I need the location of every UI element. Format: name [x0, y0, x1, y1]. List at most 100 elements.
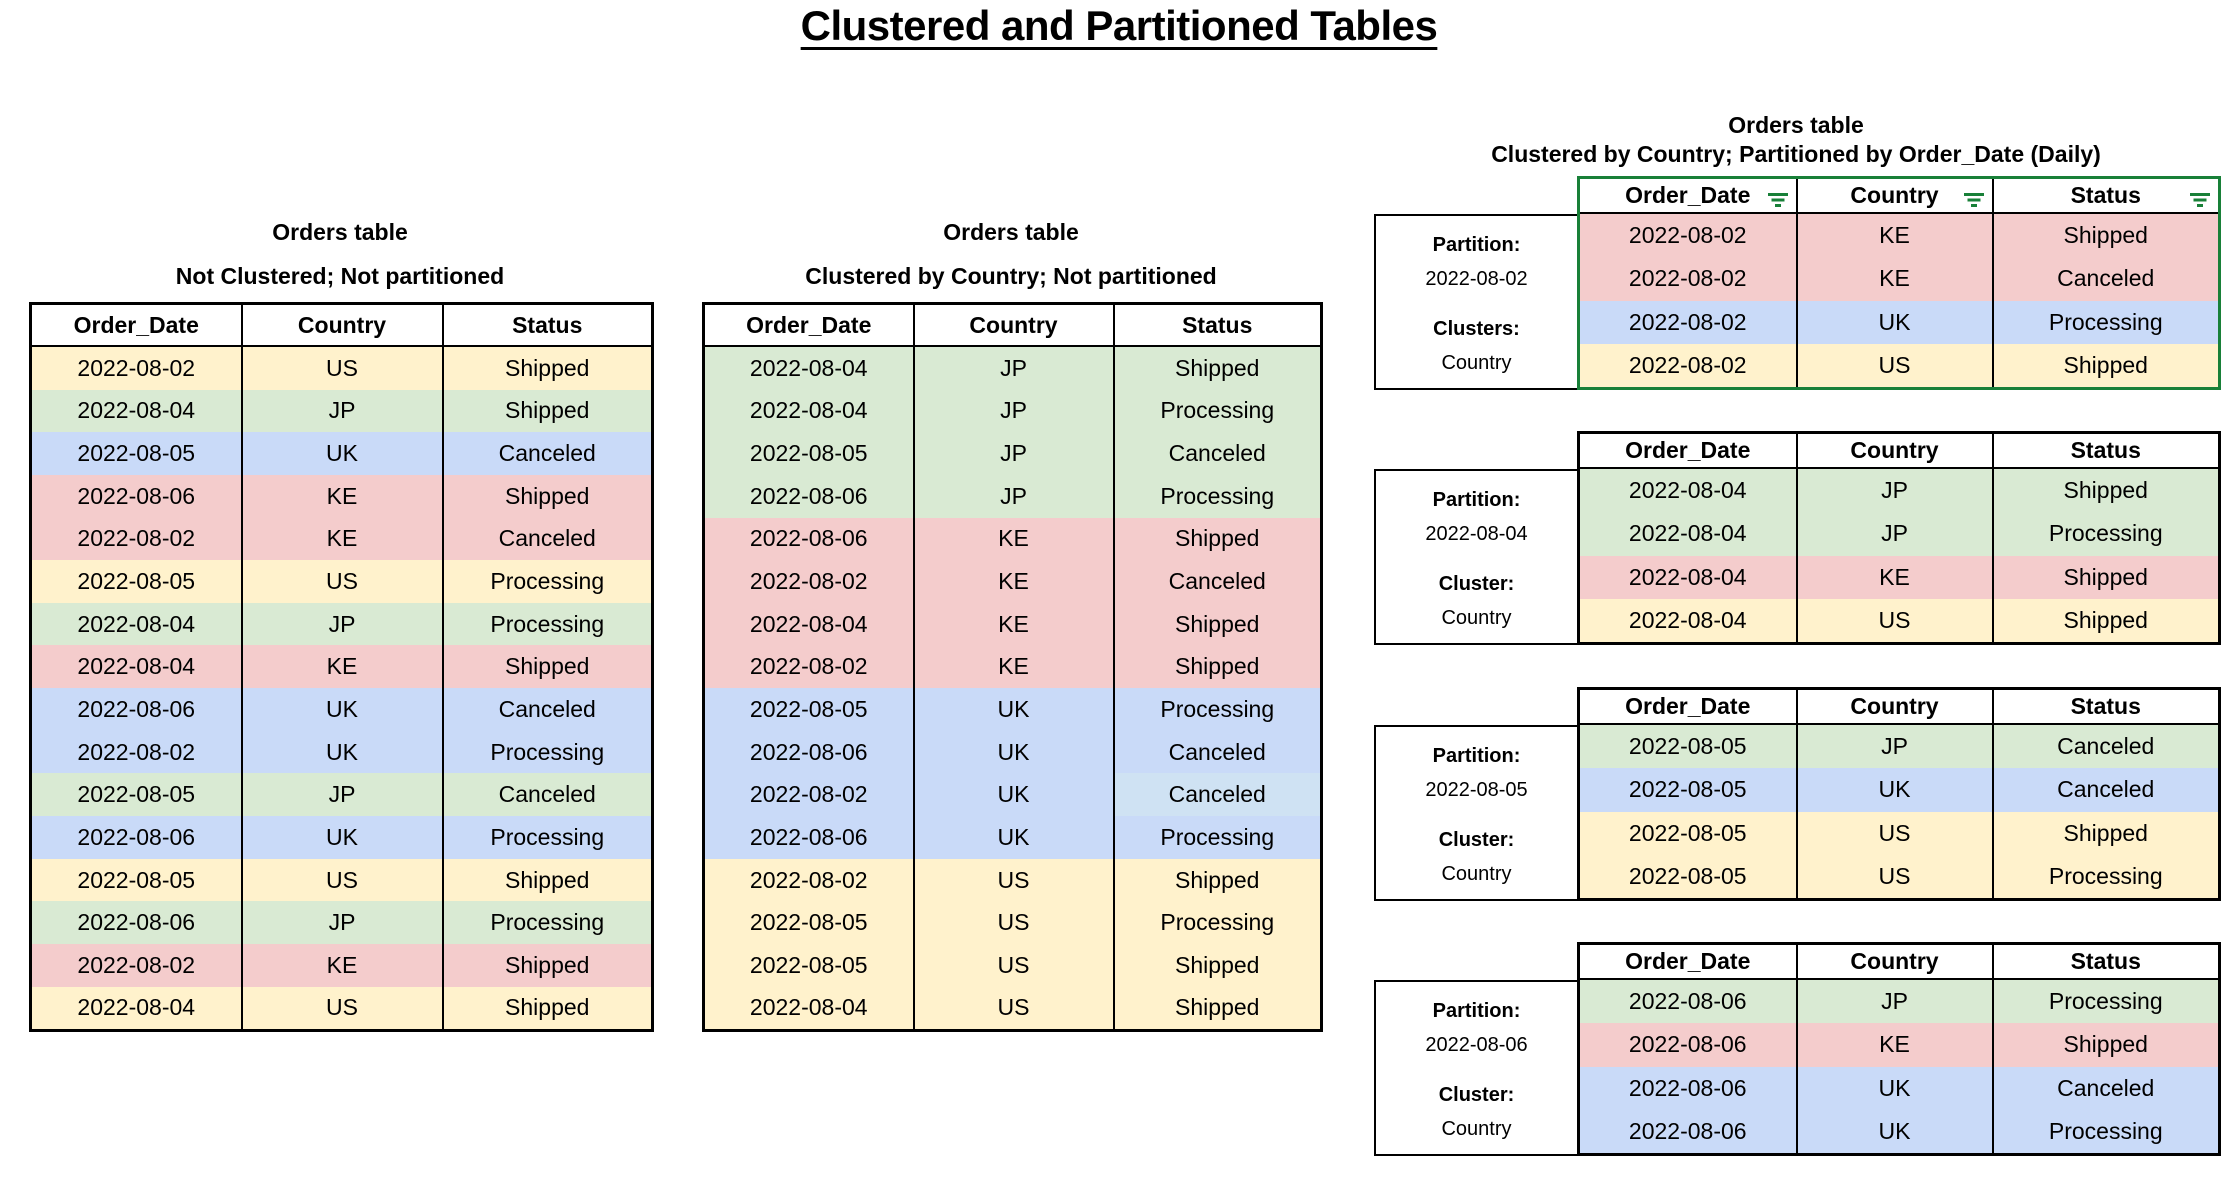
country-cell: UK	[240, 816, 443, 859]
header-row: Order_Date Country Status	[1578, 943, 2220, 980]
status-cell: Shipped	[1991, 213, 2220, 258]
country-cell: US	[912, 986, 1114, 1031]
order-date-cell: 2022-08-02	[30, 517, 242, 561]
country-cell: KE	[912, 602, 1114, 646]
table-row: 2022-08-06 KE Shipped	[30, 474, 653, 518]
order-date-cell: 2022-08-02	[1578, 343, 1797, 389]
column-header-status: Status	[1991, 432, 2220, 469]
table-row: 2022-08-04 KE Shipped	[1578, 555, 2220, 599]
order-date-cell: 2022-08-04	[1578, 598, 1797, 644]
country-cell: JP	[240, 773, 443, 817]
order-date-cell: 2022-08-05	[1578, 768, 1797, 812]
order-date-cell: 2022-08-06	[30, 901, 242, 944]
table-row: 2022-08-06 UK Processing	[1578, 1109, 2220, 1155]
table-row: 2022-08-06 UK Processing	[30, 816, 653, 859]
status-cell: Canceled	[1991, 257, 2220, 301]
partition-value: 2022-08-05	[1425, 779, 1528, 801]
order-date-cell: 2022-08-05	[30, 858, 242, 902]
table-row: 2022-08-06 JP Processing	[30, 901, 653, 944]
column-header-order-date: Order_Date	[703, 303, 914, 347]
table-row: 2022-08-05 US Shipped	[703, 943, 1322, 987]
country-cell: US	[912, 943, 1114, 987]
country-cell: KE	[240, 517, 443, 561]
order-date-cell: 2022-08-04	[30, 602, 242, 646]
table-row: 2022-08-05 UK Processing	[703, 688, 1322, 731]
country-cell: US	[912, 901, 1114, 944]
column-header-status: Status	[1991, 177, 2220, 214]
status-cell: Canceled	[1112, 773, 1322, 817]
country-cell: JP	[912, 346, 1114, 390]
country-cell: KE	[912, 560, 1114, 603]
country-cell: US	[1795, 811, 1993, 855]
status-cell: Shipped	[1991, 343, 2220, 389]
partition-table-2022-08-06: Order_Date Country Status 2022-08-06 JP Pr…	[1577, 942, 2221, 1156]
order-date-cell: 2022-08-05	[703, 688, 914, 731]
order-date-cell: 2022-08-05	[1578, 724, 1797, 769]
table-subtitle: Clustered by Country; Not partitioned	[805, 263, 1217, 289]
partition-label: Partition:	[1432, 745, 1521, 767]
order-date-cell: 2022-08-04	[1578, 468, 1797, 513]
partition-value: 2022-08-04	[1425, 523, 1528, 545]
country-cell: US	[240, 986, 443, 1031]
cluster-label: Cluster:	[1438, 829, 1515, 851]
status-cell: Canceled	[441, 773, 653, 817]
table-row: 2022-08-05 JP Canceled	[1578, 724, 2220, 769]
status-cell: Canceled	[1112, 560, 1322, 603]
table-row: 2022-08-05 UK Canceled	[1578, 768, 2220, 812]
order-date-cell: 2022-08-04	[703, 986, 914, 1031]
table-row: 2022-08-05 US Processing	[1578, 854, 2220, 900]
status-cell: Canceled	[441, 432, 653, 475]
table-row: 2022-08-06 UK Canceled	[1578, 1066, 2220, 1110]
country-cell: UK	[240, 432, 443, 475]
status-cell: Processing	[1112, 389, 1322, 433]
column-header-country: Country	[912, 303, 1114, 347]
country-cell: US	[1795, 598, 1993, 644]
table-row: 2022-08-06 UK Canceled	[30, 688, 653, 731]
order-date-cell: 2022-08-04	[30, 389, 242, 433]
cluster-value: Country	[1441, 863, 1512, 885]
column-header-order-date: Order_Date	[1578, 943, 1797, 980]
status-cell: Shipped	[1112, 346, 1322, 390]
country-cell: KE	[1795, 1023, 1993, 1067]
country-cell: JP	[912, 389, 1114, 433]
status-cell: Processing	[1112, 688, 1322, 731]
status-cell: Canceled	[441, 688, 653, 731]
order-date-cell: 2022-08-04	[1578, 555, 1797, 599]
country-cell: JP	[1795, 724, 1993, 769]
country-cell: KE	[240, 943, 443, 987]
status-cell: Shipped	[1991, 468, 2220, 513]
order-date-cell: 2022-08-02	[703, 773, 914, 817]
table-row: 2022-08-02 KE Shipped	[30, 943, 653, 987]
partition-block-2022-08-05: Partition: 2022-08-05 Cluster: Country O…	[1374, 687, 2221, 901]
country-cell: US	[1795, 854, 1993, 900]
order-date-cell: 2022-08-04	[703, 346, 914, 390]
column-header-country: Country	[240, 303, 443, 347]
table-row: 2022-08-06 KE Shipped	[1578, 1023, 2220, 1067]
table-subtitle: Clustered by Country; Partitioned by Ord…	[1491, 141, 2101, 167]
order-date-cell: 2022-08-05	[703, 901, 914, 944]
country-cell: KE	[912, 517, 1114, 561]
order-date-cell: 2022-08-02	[30, 730, 242, 774]
country-cell: UK	[912, 688, 1114, 731]
table-row: 2022-08-04 KE Shipped	[30, 645, 653, 689]
cluster-value: Country	[1441, 352, 1512, 374]
order-date-cell: 2022-08-05	[1578, 854, 1797, 900]
status-cell: Shipped	[1991, 555, 2220, 599]
order-date-cell: 2022-08-06	[30, 688, 242, 731]
partition-label-box: Partition: 2022-08-02 Clusters: Country	[1374, 214, 1577, 390]
orders-table-clustered: Order_Date Country Status 2022-08-04 JP Sh…	[702, 302, 1323, 1033]
table-row: 2022-08-04 US Shipped	[30, 986, 653, 1031]
country-cell: JP	[240, 389, 443, 433]
status-cell: Processing	[1112, 474, 1322, 518]
status-cell: Shipped	[1112, 645, 1322, 689]
column-header-status: Status	[1991, 688, 2220, 725]
order-date-cell: 2022-08-04	[1578, 512, 1797, 556]
order-date-cell: 2022-08-06	[1578, 1109, 1797, 1155]
header-row: Order_Date Country Status	[1578, 432, 2220, 469]
order-date-cell: 2022-08-02	[1578, 213, 1797, 258]
country-cell: UK	[240, 688, 443, 731]
table-row: 2022-08-04 US Shipped	[1578, 598, 2220, 644]
status-cell: Shipped	[441, 474, 653, 518]
country-cell: US	[1795, 343, 1993, 389]
table-row: 2022-08-04 JP Processing	[1578, 512, 2220, 556]
